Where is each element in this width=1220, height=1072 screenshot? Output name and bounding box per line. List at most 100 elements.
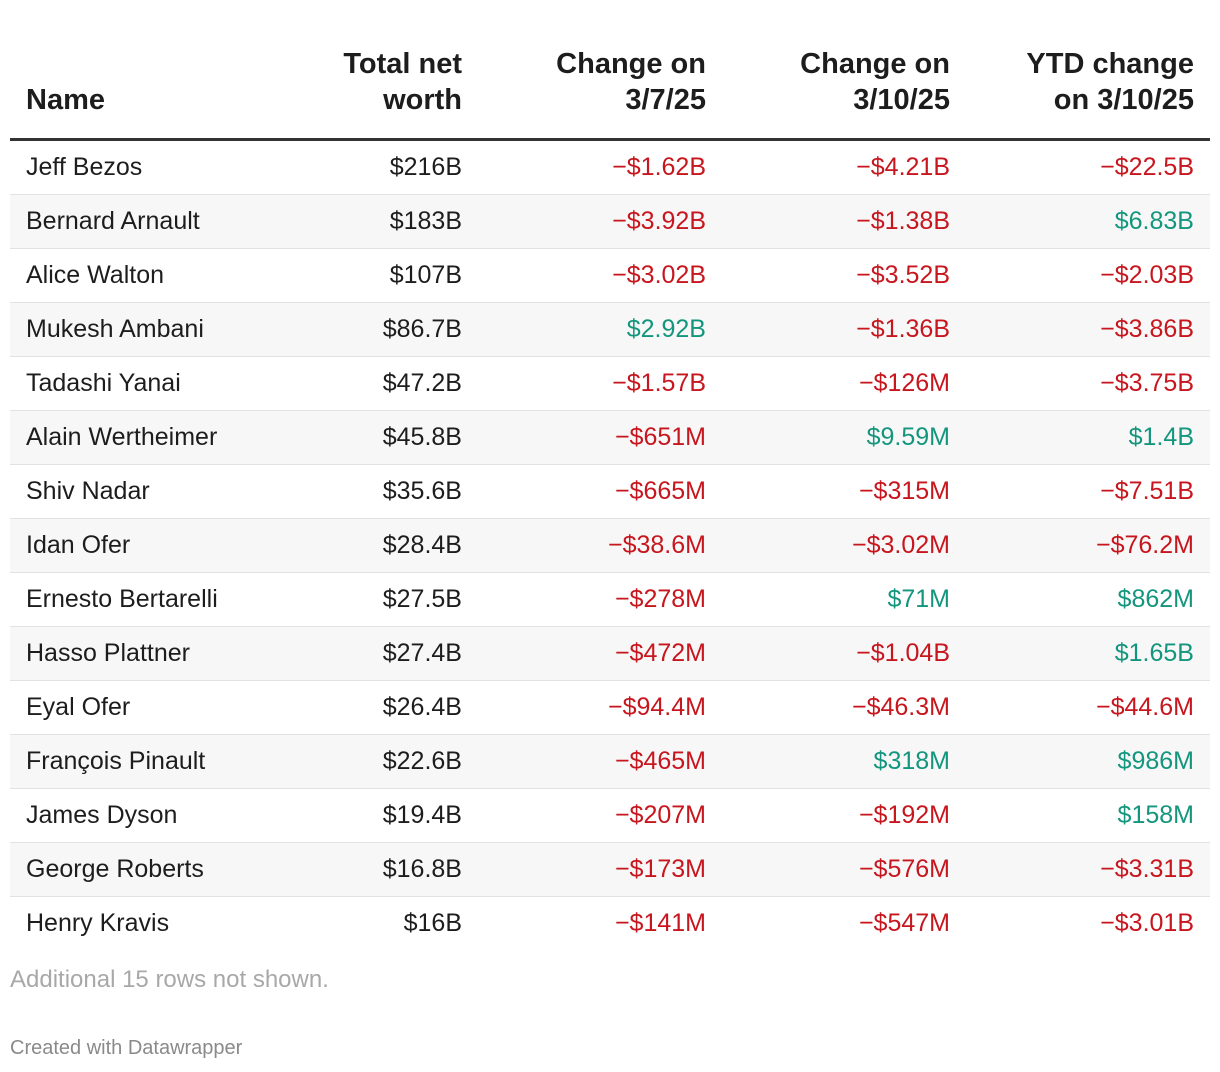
cell-net-worth: $47.2B (300, 356, 478, 411)
cell-ytd: −$3.86B (966, 302, 1210, 357)
table-container: Name Total net worth Change on 3/7/25 Change … (10, 36, 1210, 950)
column-header-ytd[interactable]: YTD change on 3/10/25 (966, 36, 1210, 141)
cell-name: James Dyson (10, 788, 300, 843)
cell-change-3-10: −$3.02M (722, 518, 966, 573)
cell-name: Henry Kravis (26, 909, 170, 937)
cell-name: Hasso Plattner (10, 626, 300, 681)
column-header-line: on 3/10/25 (1053, 84, 1194, 116)
cell-change-3-10: −$547M (858, 909, 950, 937)
cell-net-worth: $16B (403, 909, 462, 937)
cell-ytd: −$7.51B (966, 464, 1210, 519)
cell-change-3-10: $71M (722, 572, 966, 627)
table-row: Alice Walton $107B −$3.02B −$3.52B −$2.03B (10, 248, 1210, 303)
cell-change-3-7: −$665M (478, 464, 722, 519)
table-row: Bernard Arnault $183B −$3.92B −$1.38B $6.83B (10, 194, 1210, 249)
cell-change-3-7: −$94.4M (478, 680, 722, 735)
cell-change-3-7: −$465M (478, 734, 722, 789)
cell-name: Alain Wertheimer (10, 410, 300, 465)
cell-change-3-10: −$3.52B (722, 248, 966, 303)
net-worth-table: Name Total net worth Change on 3/7/25 Change … (10, 36, 1210, 950)
cell-name: Shiv Nadar (10, 464, 300, 519)
cell-change-3-7: −$1.57B (478, 356, 722, 411)
table-row: François Pinault $22.6B −$465M $318M $986M (10, 734, 1210, 789)
cell-name: Mukesh Ambani (10, 302, 300, 357)
cell-change-3-7: −$651M (478, 410, 722, 465)
cell-ytd: $862M (966, 572, 1210, 627)
column-header-name[interactable]: Name (10, 36, 300, 141)
table-header: Name Total net worth Change on 3/7/25 Change … (10, 36, 1210, 141)
table-row: Shiv Nadar $35.6B −$665M −$315M −$7.51B (10, 464, 1210, 519)
cell-ytd: $986M (966, 734, 1210, 789)
column-header-line: Change on (800, 48, 950, 80)
column-header-change-3-10[interactable]: Change on 3/10/25 (722, 36, 966, 141)
cell-change-3-10: $318M (722, 734, 966, 789)
cell-ytd: −$2.03B (966, 248, 1210, 303)
column-header-line: 3/10/25 (853, 84, 950, 116)
cell-name: George Roberts (10, 842, 300, 897)
cell-net-worth: $45.8B (300, 410, 478, 465)
datawrapper-credit: Created with Datawrapper (10, 1037, 243, 1059)
cell-ytd: $6.83B (966, 194, 1210, 249)
column-header-line: YTD change (1026, 48, 1194, 80)
table-row: Hasso Plattner $27.4B −$472M −$1.04B $1.65B (10, 626, 1210, 681)
table-body: Jeff Bezos $216B −$1.62B −$4.21B −$22.5B Bern… (10, 139, 1210, 951)
cell-net-worth: $26.4B (300, 680, 478, 735)
cell-change-3-7: −$278M (478, 572, 722, 627)
cell-change-3-10: −$192M (722, 788, 966, 843)
cell-ytd: −$44.6M (966, 680, 1210, 735)
column-header-net-worth[interactable]: Total net worth (300, 36, 478, 141)
cell-net-worth: $35.6B (300, 464, 478, 519)
cell-net-worth: $107B (300, 248, 478, 303)
cell-change-3-10: −$1.38B (722, 194, 966, 249)
cell-net-worth: $86.7B (300, 302, 478, 357)
cell-change-3-7: −$3.92B (478, 194, 722, 249)
column-header-line: 3/7/25 (625, 84, 706, 116)
cell-name: Ernesto Bertarelli (10, 572, 300, 627)
cell-ytd: −$22.5B (966, 139, 1210, 195)
cell-net-worth: $22.6B (300, 734, 478, 789)
cell-change-3-10: −$46.3M (722, 680, 966, 735)
cell-change-3-10: −$1.36B (722, 302, 966, 357)
cell-name: Idan Ofer (10, 518, 300, 573)
cell-change-3-7: −$472M (478, 626, 722, 681)
cell-name: François Pinault (10, 734, 300, 789)
cell-change-3-7: −$38.6M (478, 518, 722, 573)
cell-ytd: $1.4B (966, 410, 1210, 465)
cell-name: Eyal Ofer (10, 680, 300, 735)
table-row: Ernesto Bertarelli $27.5B −$278M $71M $862M (10, 572, 1210, 627)
cell-name: Bernard Arnault (10, 194, 300, 249)
table-row: Mukesh Ambani $86.7B $2.92B −$1.36B −$3.86B (10, 302, 1210, 357)
cell-net-worth: $28.4B (300, 518, 478, 573)
table-row: George Roberts $16.8B −$173M −$576M −$3.31B (10, 842, 1210, 897)
column-header-line: Name (26, 84, 105, 116)
cell-change-3-7: $2.92B (478, 302, 722, 357)
column-header-change-3-7[interactable]: Change on 3/7/25 (478, 36, 722, 141)
column-header-line: worth (383, 84, 462, 116)
cell-change-3-7: −$207M (478, 788, 722, 843)
cell-ytd: $158M (966, 788, 1210, 843)
cell-change-3-10: −$576M (722, 842, 966, 897)
rows-hidden-note: Additional 15 rows not shown. (10, 966, 329, 993)
header-row: Name Total net worth Change on 3/7/25 Change … (10, 36, 1210, 141)
table-row: Henry Kravis $16B −$141M −$547M −$3.01B (10, 897, 1210, 951)
table-row: Eyal Ofer $26.4B −$94.4M −$46.3M −$44.6M (10, 680, 1210, 735)
cell-net-worth: $16.8B (300, 842, 478, 897)
cell-change-3-10: −$4.21B (722, 139, 966, 195)
table-row: Jeff Bezos $216B −$1.62B −$4.21B −$22.5B (10, 139, 1210, 195)
cell-ytd: −$3.75B (966, 356, 1210, 411)
cell-change-3-7: −$3.02B (478, 248, 722, 303)
cell-net-worth: $27.5B (300, 572, 478, 627)
cell-name: Jeff Bezos (10, 139, 300, 195)
cell-change-3-7: −$173M (478, 842, 722, 897)
cell-change-3-10: −$1.04B (722, 626, 966, 681)
cell-net-worth: $27.4B (300, 626, 478, 681)
cell-ytd: −$3.01B (1100, 909, 1194, 937)
cell-change-3-7: −$141M (614, 909, 706, 937)
cell-change-3-10: $9.59M (722, 410, 966, 465)
cell-change-3-10: −$126M (722, 356, 966, 411)
column-header-line: Total net (343, 48, 462, 80)
cell-ytd: −$76.2M (966, 518, 1210, 573)
table-row: James Dyson $19.4B −$207M −$192M $158M (10, 788, 1210, 843)
column-header-line: Change on (556, 48, 706, 80)
cell-net-worth: $19.4B (300, 788, 478, 843)
